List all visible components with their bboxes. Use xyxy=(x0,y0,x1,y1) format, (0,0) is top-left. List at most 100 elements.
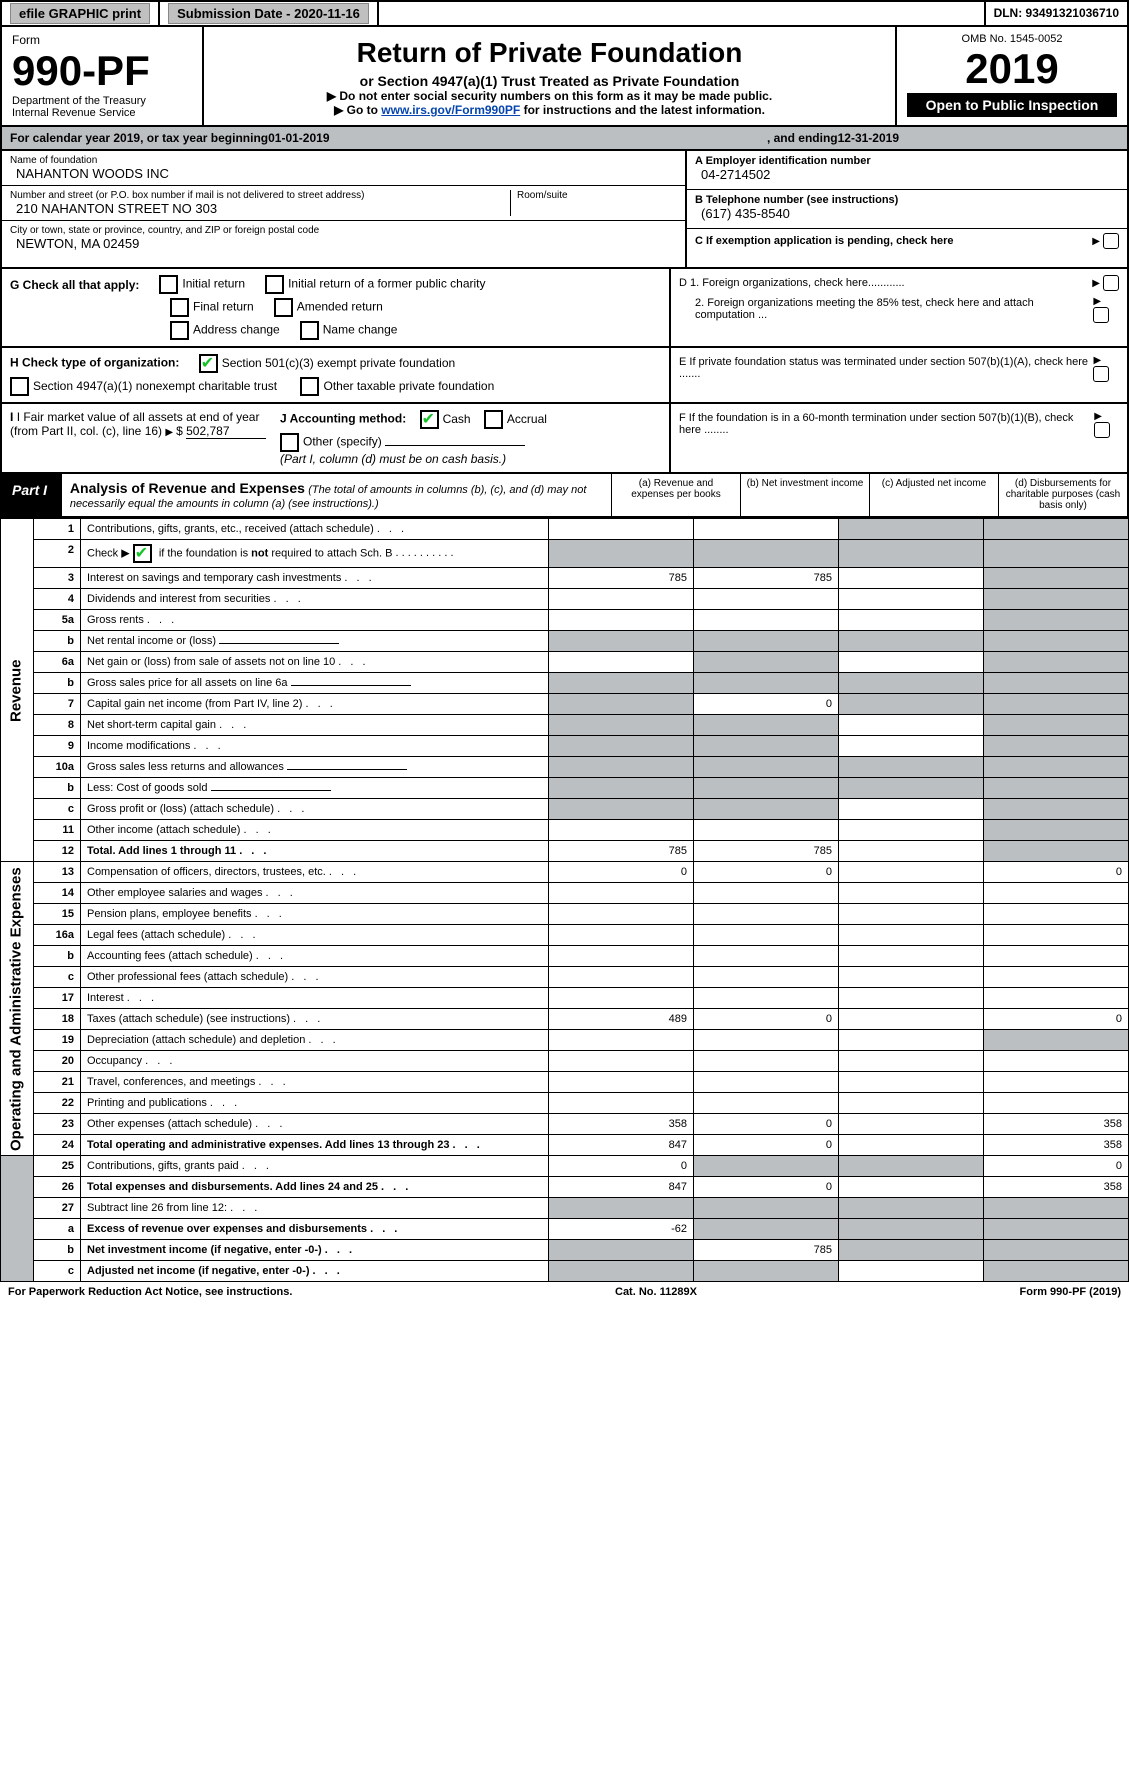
address: 210 NAHANTON STREET NO 303 xyxy=(10,201,510,216)
row-description: Total operating and administrative expen… xyxy=(81,1135,549,1156)
row-number: 2 xyxy=(34,540,81,568)
row-number: c xyxy=(34,967,81,988)
e-checkbox[interactable] xyxy=(1093,366,1109,382)
row-description: Adjusted net income (if negative, enter … xyxy=(81,1261,549,1282)
side-label-expenses: Operating and Administrative Expenses xyxy=(1,862,34,1156)
foundation-name: NAHANTON WOODS INC xyxy=(10,166,677,181)
note1: ▶ Do not enter social security numbers o… xyxy=(214,89,885,103)
chk-cash[interactable] xyxy=(420,410,439,429)
chk-other-taxable[interactable] xyxy=(300,377,319,396)
phone-label: B Telephone number (see instructions) xyxy=(695,194,1119,206)
row-description: Taxes (attach schedule) (see instruction… xyxy=(81,1009,549,1030)
table-row: bAccounting fees (attach schedule) . . . xyxy=(1,946,1129,967)
note2-suffix: for instructions and the latest informat… xyxy=(520,103,765,117)
cy-begin: 01-01-2019 xyxy=(268,131,329,145)
table-row: 20Occupancy . . . xyxy=(1,1051,1129,1072)
table-row: 9Income modifications . . . xyxy=(1,736,1129,757)
row-number: 24 xyxy=(34,1135,81,1156)
table-row: 10aGross sales less returns and allowanc… xyxy=(1,757,1129,778)
table-row: Operating and Administrative Expenses13C… xyxy=(1,862,1129,883)
table-row: bNet rental income or (loss) xyxy=(1,631,1129,652)
chk-final[interactable] xyxy=(170,298,189,317)
table-row: 2Check ▶ if the foundation is not requir… xyxy=(1,540,1129,568)
phone: (617) 435-8540 xyxy=(695,206,1119,221)
chk-amended[interactable] xyxy=(274,298,293,317)
note2-prefix: ▶ Go to xyxy=(334,103,381,117)
row-number: c xyxy=(34,1261,81,1282)
table-row: cGross profit or (loss) (attach schedule… xyxy=(1,799,1129,820)
table-row: 21Travel, conferences, and meetings . . … xyxy=(1,1072,1129,1093)
ein-label: A Employer identification number xyxy=(695,155,1119,167)
g-label: G Check all that apply: xyxy=(10,278,139,292)
f-checkbox[interactable] xyxy=(1094,422,1110,438)
efile-button[interactable]: efile GRAPHIC print xyxy=(10,3,150,24)
row-number: 5a xyxy=(34,610,81,631)
irs-link[interactable]: www.irs.gov/Form990PF xyxy=(381,103,520,117)
chk-name-change[interactable] xyxy=(300,321,319,340)
row-number: 16a xyxy=(34,925,81,946)
part1-heading: Analysis of Revenue and Expenses xyxy=(70,480,305,496)
part1-title: Part I xyxy=(2,474,62,516)
chk-accrual[interactable] xyxy=(484,410,503,429)
table-row: cAdjusted net income (if negative, enter… xyxy=(1,1261,1129,1282)
chk-addr-change[interactable] xyxy=(170,321,189,340)
table-row: bGross sales price for all assets on lin… xyxy=(1,673,1129,694)
d2-checkbox[interactable] xyxy=(1093,307,1109,323)
row-number: 21 xyxy=(34,1072,81,1093)
c-checkbox[interactable] xyxy=(1103,233,1119,249)
dln: DLN: 93491321036710 xyxy=(986,2,1127,25)
d1-checkbox[interactable] xyxy=(1103,275,1119,291)
table-row: aExcess of revenue over expenses and dis… xyxy=(1,1219,1129,1240)
opt-final: Final return xyxy=(193,300,254,314)
efile-cell: efile GRAPHIC print xyxy=(2,2,160,25)
table-row: 7Capital gain net income (from Part IV, … xyxy=(1,694,1129,715)
part1-header: Part I Analysis of Revenue and Expenses … xyxy=(0,474,1129,518)
table-row: 22Printing and publications . . . xyxy=(1,1093,1129,1114)
opt-501c3: Section 501(c)(3) exempt private foundat… xyxy=(222,356,455,370)
opt-4947: Section 4947(a)(1) nonexempt charitable … xyxy=(33,379,277,393)
row-description: Income modifications . . . xyxy=(81,736,549,757)
ein: 04-2714502 xyxy=(695,167,1119,182)
row-description: Depreciation (attach schedule) and deple… xyxy=(81,1030,549,1051)
schb-checkbox[interactable] xyxy=(133,544,152,563)
table-row: 16aLegal fees (attach schedule) . . . xyxy=(1,925,1129,946)
row-number: 27 xyxy=(34,1198,81,1219)
spacer xyxy=(379,2,986,25)
row-number: 3 xyxy=(34,568,81,589)
form-header: Form 990-PF Department of the Treasury I… xyxy=(0,27,1129,127)
cy-prefix: For calendar year 2019, or tax year begi… xyxy=(10,131,268,145)
c-label: C If exemption application is pending, c… xyxy=(695,235,954,247)
footer-right: Form 990-PF (2019) xyxy=(1020,1286,1121,1298)
top-bar: efile GRAPHIC print Submission Date - 20… xyxy=(0,0,1129,27)
chk-initial-return[interactable] xyxy=(159,275,178,294)
row-description: Other employee salaries and wages . . . xyxy=(81,883,549,904)
header-left: Form 990-PF Department of the Treasury I… xyxy=(2,27,204,125)
row-number: 20 xyxy=(34,1051,81,1072)
opt-accrual: Accrual xyxy=(507,412,547,426)
d1-label: D 1. Foreign organizations, check here..… xyxy=(679,277,905,289)
row-number: a xyxy=(34,1219,81,1240)
table-row: 25Contributions, gifts, grants paid . . … xyxy=(1,1156,1129,1177)
fmv-value: 502,787 xyxy=(186,424,266,439)
h-e-block: H Check type of organization: Section 50… xyxy=(0,348,1129,404)
note2: ▶ Go to www.irs.gov/Form990PF for instru… xyxy=(214,103,885,117)
chk-501c3[interactable] xyxy=(199,354,218,373)
col-d-hdr: (d) Disbursements for charitable purpose… xyxy=(998,474,1127,516)
row-number: 1 xyxy=(34,519,81,540)
row-description: Excess of revenue over expenses and disb… xyxy=(81,1219,549,1240)
chk-initial-former[interactable] xyxy=(265,275,284,294)
table-row: bNet investment income (if negative, ent… xyxy=(1,1240,1129,1261)
table-row: 27Subtract line 26 from line 12: . . . xyxy=(1,1198,1129,1219)
row-number: 22 xyxy=(34,1093,81,1114)
row-description: Gross sales price for all assets on line… xyxy=(81,673,549,694)
table-row: Revenue1Contributions, gifts, grants, et… xyxy=(1,519,1129,540)
submission-cell: Submission Date - 2020-11-16 xyxy=(160,2,379,25)
row-description: Net investment income (if negative, ente… xyxy=(81,1240,549,1261)
arrow-icon xyxy=(165,424,176,438)
table-row: 17Interest . . . xyxy=(1,988,1129,1009)
chk-other-method[interactable] xyxy=(280,433,299,452)
table-row: 24Total operating and administrative exp… xyxy=(1,1135,1129,1156)
chk-4947[interactable] xyxy=(10,377,29,396)
row-number: 14 xyxy=(34,883,81,904)
row-description: Other expenses (attach schedule) . . . xyxy=(81,1114,549,1135)
